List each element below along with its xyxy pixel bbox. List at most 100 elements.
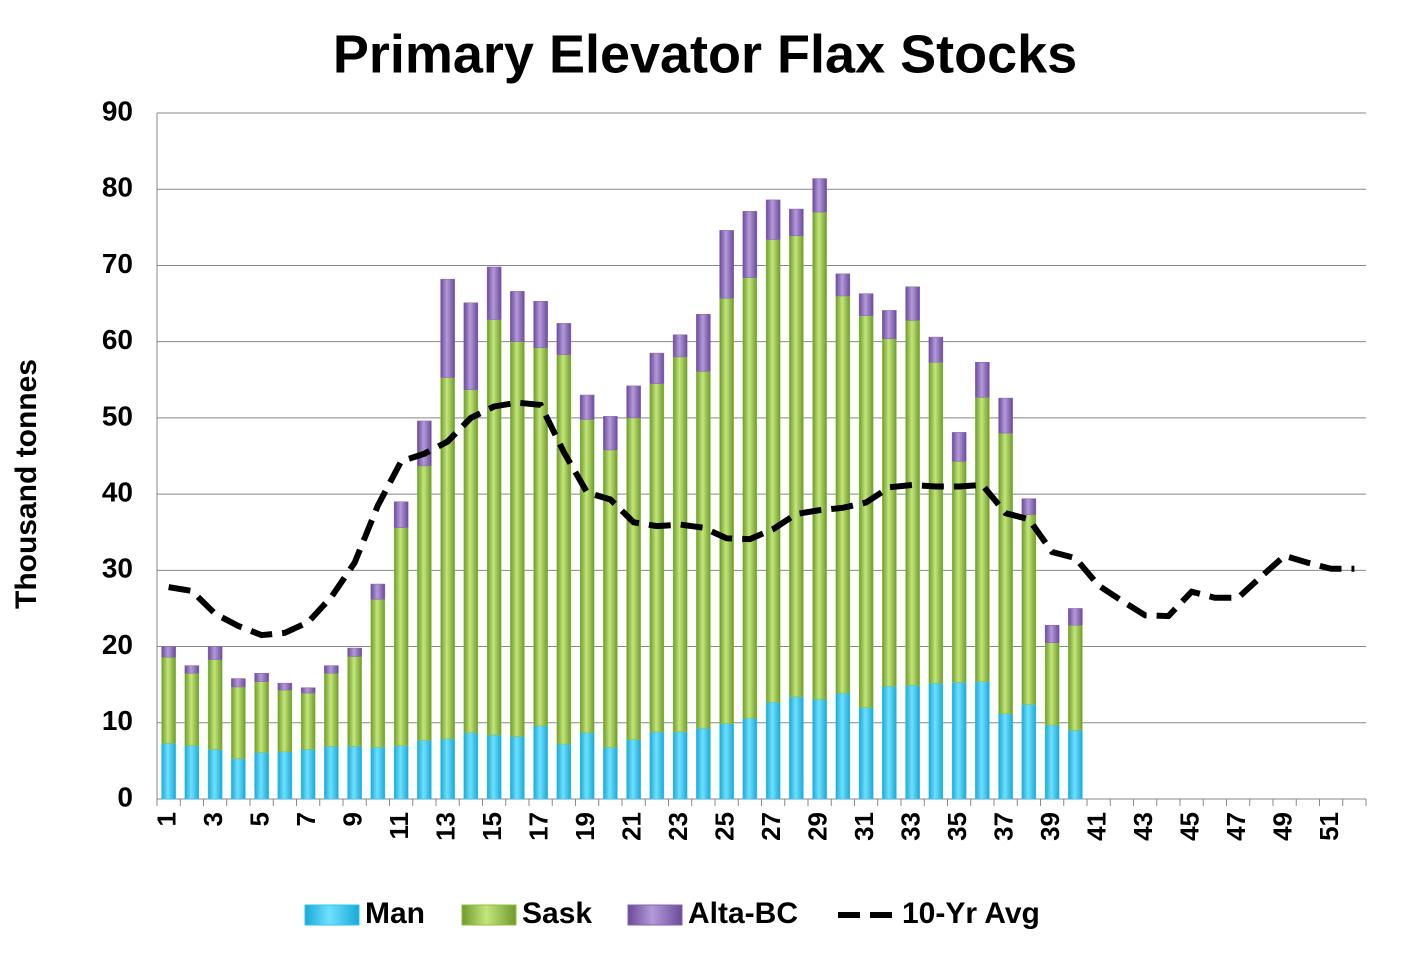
bar-segment [975,361,990,398]
y-tick-label: 20 [102,629,133,660]
bar-segment [1068,624,1083,731]
bar-segment [463,302,479,390]
bar-segment [928,682,944,800]
bar-segment [951,461,967,683]
bar-segment [370,583,386,600]
legend-swatch [627,904,683,926]
x-tick-label: 41 [1082,812,1112,841]
bar-segment [347,746,362,800]
bar-segment [998,713,1013,800]
bar-segment [417,465,432,741]
bar-segment [1068,730,1083,800]
bar-segment [765,199,781,240]
bar-segment [440,377,455,740]
bar-segment [1068,608,1083,626]
x-tick-label: 27 [756,812,786,841]
legend-label: Man [365,897,425,930]
bar-segment [882,685,897,800]
bar-segment [393,527,409,746]
bar-segment [649,731,665,800]
bar-segment [742,717,758,800]
bar-segment [300,687,316,694]
bar-segment [393,745,409,800]
bar-segment [277,751,293,800]
bar-segment [207,659,223,750]
x-tick-label: 29 [803,812,833,841]
x-tick-label: 37 [989,812,1019,841]
x-tick-label: 1 [152,812,182,826]
bar-segment [696,727,711,800]
bar-segment [626,385,641,419]
y-tick-label: 70 [102,248,133,279]
x-tick-label: 17 [524,812,554,841]
bar-segment [672,356,688,733]
bar-segment [184,665,200,674]
bar-segment [742,277,758,719]
x-tick-label: 35 [942,812,972,841]
bar-segment [533,301,548,349]
bar-segment [277,682,293,691]
x-tick-label: 5 [245,812,275,826]
bar-segment [603,746,618,800]
bar-segment [975,397,990,682]
bar-segment [719,723,734,800]
x-tick-label: 33 [896,812,926,841]
bar-segment [998,432,1013,714]
bar-segment [905,685,920,800]
bar-segment [184,672,200,746]
legend-label: Alta-BC [688,897,798,930]
bar-segment [347,647,362,657]
bar-segment [1044,624,1060,643]
bar-segment [882,338,897,687]
bar-segment [742,211,758,278]
bar-segment [905,320,920,686]
bar-segment [510,736,525,800]
bar-segment [161,646,176,658]
bar-segment [928,336,944,363]
bar-segment [858,315,874,708]
bar-segment [765,701,781,800]
bar-segment [858,293,874,317]
bar-segment [928,361,944,684]
bar-segment [1044,642,1060,726]
bar-segment [858,707,874,800]
bar-segment [510,291,525,342]
bar-segment [812,698,827,800]
x-tick-label: 21 [617,812,647,841]
bar-segment [300,749,316,800]
bar-segment [649,383,665,733]
y-tick-label: 90 [102,95,133,126]
x-tick-label: 45 [1175,812,1205,841]
x-tick-label: 51 [1314,812,1344,841]
bar-segment [393,501,409,528]
bar-segment [1044,724,1060,800]
bar-segment [603,416,618,451]
x-tick-label: 11 [384,812,414,840]
x-tick-label: 47 [1221,812,1251,841]
bar-segment [254,752,269,800]
legend-label: 10-Yr Avg [902,897,1040,930]
bar-segment [672,334,688,358]
bar-segment [1021,498,1037,515]
legend-label: Sask [522,897,592,930]
bar-segment [300,692,316,750]
bar-segment [951,432,967,462]
bar-segment [719,230,734,299]
y-axis-title: Thousand tonnes [10,359,43,609]
bar-segment [1021,704,1037,800]
bar-segment [835,692,851,800]
bar-segment [417,740,432,800]
bar-segment [277,689,293,752]
bar-segment [463,389,479,733]
bar-segment [626,417,641,740]
bar-segment [789,696,804,800]
chart-title: Primary Elevator Flax Stocks [333,24,1077,84]
bar-segment [556,743,572,800]
bar-segment [533,725,548,800]
bar-segment [231,678,246,688]
y-tick-label: 10 [102,705,133,736]
bar-segment [579,419,595,733]
x-tick-label: 13 [431,812,461,841]
x-tick-label: 9 [338,812,368,826]
bar-segment [812,178,827,213]
